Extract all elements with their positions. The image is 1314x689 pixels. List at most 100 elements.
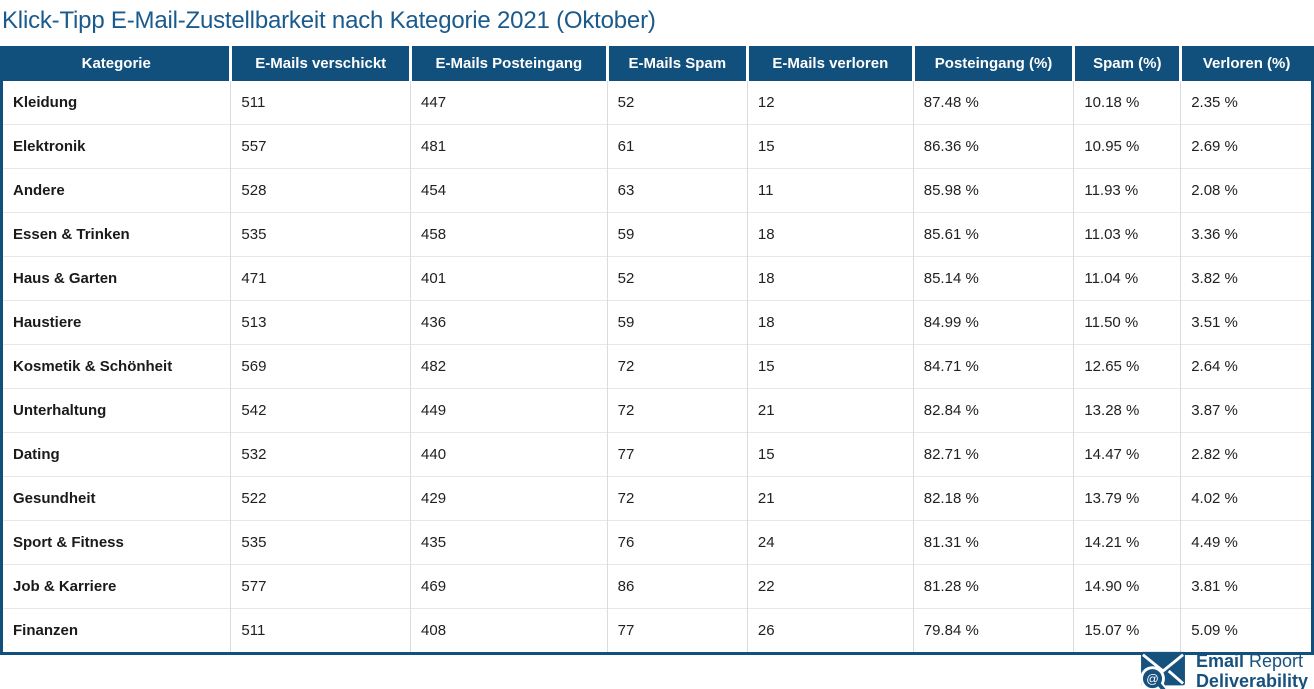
value-cell: 21 — [746, 388, 914, 433]
value-cell: 535 — [230, 212, 411, 257]
column-header-5: Posteingang (%) — [911, 46, 1074, 81]
category-cell: Gesundheit — [1, 476, 231, 521]
value-cell: 15 — [746, 124, 914, 169]
value-cell: 2.35 % — [1180, 81, 1313, 125]
value-cell: 436 — [410, 300, 608, 345]
column-header-1: E-Mails verschickt — [229, 46, 411, 81]
value-cell: 21 — [746, 476, 914, 521]
value-cell: 77 — [606, 608, 748, 654]
value-cell: 2.82 % — [1180, 432, 1313, 477]
value-cell: 5.09 % — [1180, 608, 1313, 654]
value-cell: 15.07 % — [1073, 608, 1181, 654]
value-cell: 481 — [410, 124, 608, 169]
table-row: Essen & Trinken 535 458 59 18 85.61 % 11.03 % 3… — [1, 212, 1313, 257]
value-cell: 577 — [230, 564, 411, 609]
brand-name: Email Report Deliverability — [1196, 651, 1308, 689]
table-header: Kategorie E-Mails verschickt E-Mails Poste… — [0, 46, 1313, 81]
value-cell: 84.99 % — [912, 300, 1074, 345]
brand-word-report: Report — [1248, 651, 1304, 671]
value-cell: 26 — [746, 608, 914, 654]
value-cell: 535 — [230, 520, 411, 565]
column-header-0: Kategorie — [0, 46, 231, 81]
category-cell: Sport & Fitness — [1, 520, 231, 565]
value-cell: 72 — [606, 344, 748, 389]
value-cell: 81.28 % — [912, 564, 1074, 609]
table-row: Dating 532 440 77 15 82.71 % 14.47 % 2.82 % — [1, 432, 1313, 477]
value-cell: 77 — [606, 432, 748, 477]
value-cell: 542 — [230, 388, 411, 433]
value-cell: 86.36 % — [912, 124, 1074, 169]
category-cell: Haustiere — [1, 300, 231, 345]
value-cell: 14.47 % — [1073, 432, 1181, 477]
value-cell: 15 — [746, 432, 914, 477]
page-title: Klick-Tipp E-Mail-Zustellbarkeit nach Ka… — [2, 7, 656, 34]
value-cell: 11.03 % — [1073, 212, 1181, 257]
value-cell: 87.48 % — [912, 81, 1074, 125]
column-header-3: E-Mails Spam — [605, 46, 748, 81]
value-cell: 52 — [606, 256, 748, 301]
value-cell: 13.28 % — [1073, 388, 1181, 433]
value-cell: 84.71 % — [912, 344, 1074, 389]
value-cell: 482 — [410, 344, 608, 389]
value-cell: 513 — [230, 300, 411, 345]
value-cell: 22 — [746, 564, 914, 609]
value-cell: 63 — [606, 168, 748, 213]
value-cell: 435 — [410, 520, 608, 565]
table-row: Haus & Garten 471 401 52 18 85.14 % 11.04 % 3.8… — [1, 256, 1313, 301]
value-cell: 458 — [410, 212, 608, 257]
value-cell: 3.81 % — [1180, 564, 1313, 609]
value-cell: 408 — [410, 608, 608, 654]
table-row: Unterhaltung 542 449 72 21 82.84 % 13.28 % 3.87… — [1, 388, 1313, 433]
value-cell: 11.50 % — [1073, 300, 1181, 345]
value-cell: 82.84 % — [912, 388, 1074, 433]
value-cell: 18 — [746, 212, 914, 257]
table-row: Finanzen 511 408 77 26 79.84 % 15.07 % 5.09 % — [1, 608, 1313, 654]
value-cell: 3.36 % — [1180, 212, 1313, 257]
brand-word-email: Email — [1195, 651, 1244, 671]
category-cell: Elektronik — [1, 124, 231, 169]
value-cell: 13.79 % — [1073, 476, 1181, 521]
value-cell: 569 — [230, 344, 411, 389]
value-cell: 10.95 % — [1073, 124, 1181, 169]
value-cell: 511 — [230, 81, 411, 125]
value-cell: 471 — [230, 256, 411, 301]
value-cell: 59 — [606, 300, 748, 345]
value-cell: 3.87 % — [1180, 388, 1313, 433]
value-cell: 2.69 % — [1180, 124, 1313, 169]
value-cell: 82.71 % — [912, 432, 1074, 477]
value-cell: 81.31 % — [912, 520, 1074, 565]
value-cell: 85.98 % — [912, 168, 1074, 213]
category-cell: Job & Karriere — [1, 564, 231, 609]
value-cell: 18 — [746, 256, 914, 301]
deliverability-table: Kategorie E-Mails verschickt E-Mails Poste… — [0, 46, 1314, 655]
value-cell: 86 — [606, 564, 748, 609]
value-cell: 528 — [230, 168, 411, 213]
value-cell: 454 — [410, 168, 608, 213]
value-cell: 76 — [606, 520, 748, 565]
table-row: Kosmetik & Schönheit 569 482 72 15 84.71 % 12.… — [1, 344, 1313, 389]
table-row: Kleidung 511 447 52 12 87.48 % 10.18 % 2.35 % — [1, 81, 1313, 125]
value-cell: 429 — [410, 476, 608, 521]
value-cell: 440 — [410, 432, 608, 477]
column-header-7: Verloren (%) — [1179, 46, 1313, 81]
value-cell: 85.61 % — [912, 212, 1074, 257]
value-cell: 522 — [230, 476, 411, 521]
column-header-2: E-Mails Posteingang — [409, 46, 608, 81]
value-cell: 82.18 % — [912, 476, 1074, 521]
value-cell: 12 — [746, 81, 914, 125]
table-row: Andere 528 454 63 11 85.98 % 11.93 % 2.08 % — [1, 168, 1313, 213]
column-header-4: E-Mails verloren — [745, 46, 914, 81]
value-cell: 3.51 % — [1180, 300, 1313, 345]
table-row: Haustiere 513 436 59 18 84.99 % 11.50 % 3.51 % — [1, 300, 1313, 345]
brand-line2: Deliverability — [1195, 671, 1308, 689]
value-cell: 3.82 % — [1180, 256, 1313, 301]
value-cell: 11.04 % — [1073, 256, 1181, 301]
value-cell: 401 — [410, 256, 608, 301]
category-cell: Kosmetik & Schönheit — [1, 344, 231, 389]
value-cell: 52 — [606, 81, 748, 125]
value-cell: 2.08 % — [1180, 168, 1313, 213]
column-header-6: Spam (%) — [1072, 46, 1181, 81]
value-cell: 59 — [606, 212, 748, 257]
table-row: Sport & Fitness 535 435 76 24 81.31 % 14.21 % 4… — [1, 520, 1313, 565]
value-cell: 2.64 % — [1180, 344, 1313, 389]
